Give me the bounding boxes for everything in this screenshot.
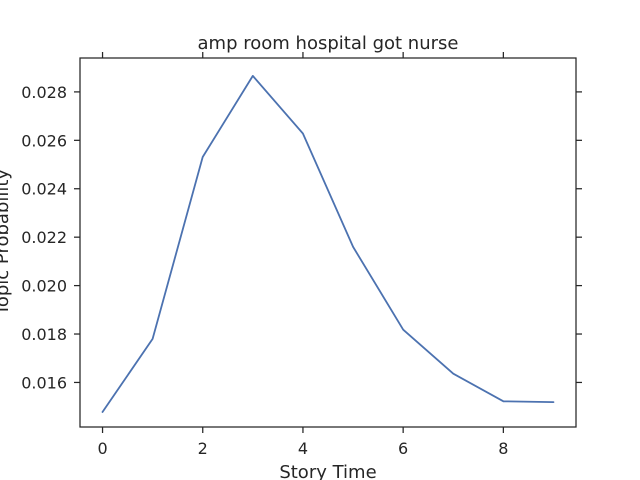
x-tick-label: 4: [298, 439, 308, 458]
y-axis-label: Topic Probability: [0, 169, 13, 316]
x-tick-label: 0: [97, 439, 107, 458]
series-line: [101, 75, 555, 413]
y-axis-ticks: 0.016 0.018 0.020 0.022 0.024 0.026 0.028: [21, 83, 582, 392]
y-tick-label: 0.026: [21, 131, 67, 150]
y-tick-label: 0.020: [21, 277, 67, 296]
x-tick-label: 2: [198, 439, 208, 458]
x-axis-label: Story Time: [279, 462, 376, 480]
y-tick-label: 0.016: [21, 373, 67, 392]
x-tick-label: 8: [498, 439, 508, 458]
y-tick-label: 0.018: [21, 325, 67, 344]
x-axis-ticks: 0 2 4 6 8: [97, 52, 508, 458]
y-tick-label: 0.028: [21, 83, 67, 102]
chart-title: amp room hospital got nurse: [198, 33, 459, 54]
plot-area: [80, 58, 576, 427]
plot-frame: [79, 57, 577, 428]
x-tick-label: 6: [398, 439, 408, 458]
y-tick-label: 0.024: [21, 180, 67, 199]
y-tick-label: 0.022: [21, 228, 67, 247]
